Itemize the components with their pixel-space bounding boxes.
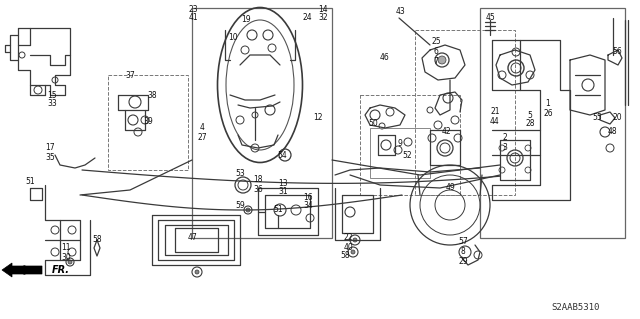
Text: 52: 52 — [402, 151, 412, 160]
Text: S2AAB5310: S2AAB5310 — [552, 303, 600, 313]
Text: 26: 26 — [543, 108, 553, 117]
Text: 10: 10 — [228, 33, 238, 42]
Bar — [360, 95, 460, 195]
Text: 20: 20 — [612, 114, 622, 122]
Text: 15: 15 — [47, 92, 57, 100]
Text: 14: 14 — [318, 5, 328, 14]
Text: 43: 43 — [395, 8, 405, 17]
Text: 55: 55 — [592, 114, 602, 122]
Text: 59: 59 — [235, 201, 245, 210]
Text: FR.: FR. — [52, 265, 70, 275]
Text: 2: 2 — [502, 133, 508, 143]
Text: 37: 37 — [125, 71, 135, 80]
Text: 17: 17 — [45, 144, 55, 152]
Bar — [192, 8, 332, 238]
Circle shape — [195, 270, 199, 274]
Text: 16: 16 — [303, 192, 313, 202]
Text: 5: 5 — [527, 110, 532, 120]
Text: 7: 7 — [433, 57, 438, 66]
FancyArrow shape — [2, 263, 42, 277]
Circle shape — [353, 238, 357, 242]
Text: 39: 39 — [143, 117, 153, 127]
Text: 46: 46 — [380, 54, 390, 63]
Text: 36: 36 — [253, 184, 263, 194]
Text: 24: 24 — [302, 13, 312, 23]
Text: 8: 8 — [461, 248, 465, 256]
Text: 35: 35 — [45, 152, 55, 161]
Text: 48: 48 — [607, 128, 617, 137]
Text: 9: 9 — [397, 139, 403, 149]
Text: 30: 30 — [61, 253, 71, 262]
Text: 1: 1 — [546, 100, 550, 108]
Circle shape — [246, 208, 250, 212]
Text: 27: 27 — [197, 132, 207, 142]
Text: 28: 28 — [525, 120, 535, 129]
Text: 25: 25 — [431, 38, 441, 47]
Text: 13: 13 — [278, 179, 288, 188]
Text: 47: 47 — [187, 233, 197, 241]
Text: 19: 19 — [241, 16, 251, 25]
Text: 31: 31 — [278, 188, 288, 197]
Text: 29: 29 — [458, 256, 468, 265]
Text: 51: 51 — [25, 177, 35, 187]
Text: 56: 56 — [612, 48, 622, 56]
Text: 4: 4 — [200, 123, 204, 132]
Circle shape — [68, 260, 72, 264]
Text: 50: 50 — [368, 120, 378, 129]
Text: 23: 23 — [188, 5, 198, 14]
Circle shape — [438, 56, 446, 64]
Text: 42: 42 — [441, 128, 451, 137]
Text: 12: 12 — [313, 114, 323, 122]
Text: 21: 21 — [490, 108, 500, 116]
Text: 45: 45 — [485, 13, 495, 23]
Bar — [108, 75, 188, 170]
Text: 38: 38 — [147, 92, 157, 100]
Text: 41: 41 — [188, 13, 198, 23]
Text: 57: 57 — [458, 238, 468, 247]
Text: 11: 11 — [61, 243, 71, 253]
Text: 49: 49 — [445, 183, 455, 192]
Bar — [480, 8, 625, 238]
Circle shape — [351, 250, 355, 254]
Text: 51: 51 — [273, 205, 283, 214]
Text: 32: 32 — [318, 13, 328, 23]
Text: 6: 6 — [433, 48, 438, 56]
Text: 40: 40 — [343, 242, 353, 251]
Text: 44: 44 — [490, 117, 500, 127]
Text: 53: 53 — [235, 169, 245, 179]
Bar — [370, 128, 430, 178]
Text: 22: 22 — [343, 234, 353, 242]
Text: 34: 34 — [303, 202, 313, 211]
Text: 3: 3 — [502, 144, 508, 152]
Text: 54: 54 — [277, 151, 287, 160]
Text: 33: 33 — [47, 100, 57, 108]
Text: 58: 58 — [340, 251, 350, 261]
Text: 58: 58 — [92, 235, 102, 244]
Bar — [415, 30, 515, 195]
Text: 18: 18 — [253, 175, 263, 184]
